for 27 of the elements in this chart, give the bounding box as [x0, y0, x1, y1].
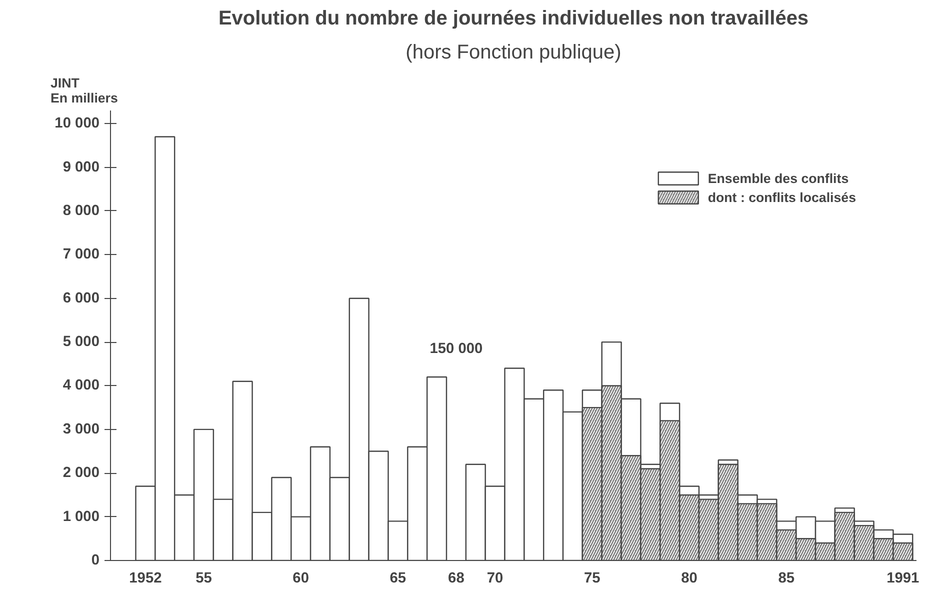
y-tick-label: 1 000 — [62, 508, 100, 525]
legend-label: Ensemble des conflits — [708, 170, 849, 186]
x-tick-label: 55 — [196, 570, 212, 586]
y-tick-label: 0 — [91, 552, 100, 568]
x-tick-label: 1991 — [886, 570, 920, 586]
y-tick-label: 10 000 — [54, 116, 100, 132]
x-tick-label: 65 — [390, 570, 406, 586]
chart-title: Evolution du nombre de journées individuelles non travaillées — [218, 8, 809, 30]
y-tick-label: 6 000 — [62, 290, 100, 306]
y-tick-label: 3 000 — [62, 421, 100, 438]
y-axis-title: JINT En milliers — [50, 76, 118, 106]
x-tick-label: 68 — [448, 570, 464, 586]
y-tick-label: 4 000 — [62, 378, 100, 394]
y-tick-label: 9 000 — [62, 159, 100, 176]
x-tick-label: 1952 — [129, 570, 162, 586]
x-tick-label: 80 — [681, 570, 698, 586]
y-tick-label: 2 000 — [62, 465, 100, 482]
y-tick-label: 7 000 — [62, 246, 100, 263]
y-tick-label: 5 000 — [62, 334, 100, 350]
y-tick-label: 8 000 — [62, 202, 100, 219]
x-tick-label: 60 — [292, 570, 309, 586]
chart-subtitle: (hors Fonction publique) — [406, 42, 622, 64]
annotation: 150 000 — [430, 341, 483, 357]
legend-label: dont : conflits localisés — [708, 190, 856, 204]
x-tick-label: 70 — [486, 570, 504, 586]
x-tick-label: 85 — [778, 570, 795, 586]
x-tick-label: 75 — [584, 570, 600, 586]
